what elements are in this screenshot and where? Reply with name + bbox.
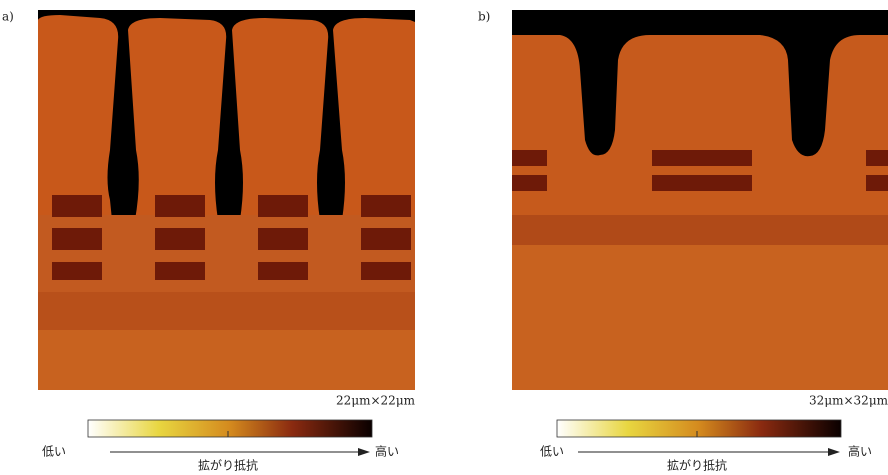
high-label: 高い — [375, 444, 399, 459]
colorbar-title: 拡がり抵抗 — [667, 458, 727, 473]
scale-label: 22μm×22μm — [336, 394, 416, 408]
image-a — [38, 10, 415, 390]
panel-label: b) — [478, 10, 490, 24]
image-b — [512, 10, 888, 390]
low-label: 低い — [540, 445, 564, 459]
low-label: 低い — [42, 445, 66, 459]
scale-label: 32μm×32μm — [809, 394, 888, 408]
high-label: 高い — [848, 444, 872, 459]
colorbar-b — [556, 419, 842, 456]
panel-label: a) — [2, 10, 14, 24]
colorbar-a — [87, 419, 373, 456]
colorbar-title: 拡がり抵抗 — [198, 458, 258, 473]
